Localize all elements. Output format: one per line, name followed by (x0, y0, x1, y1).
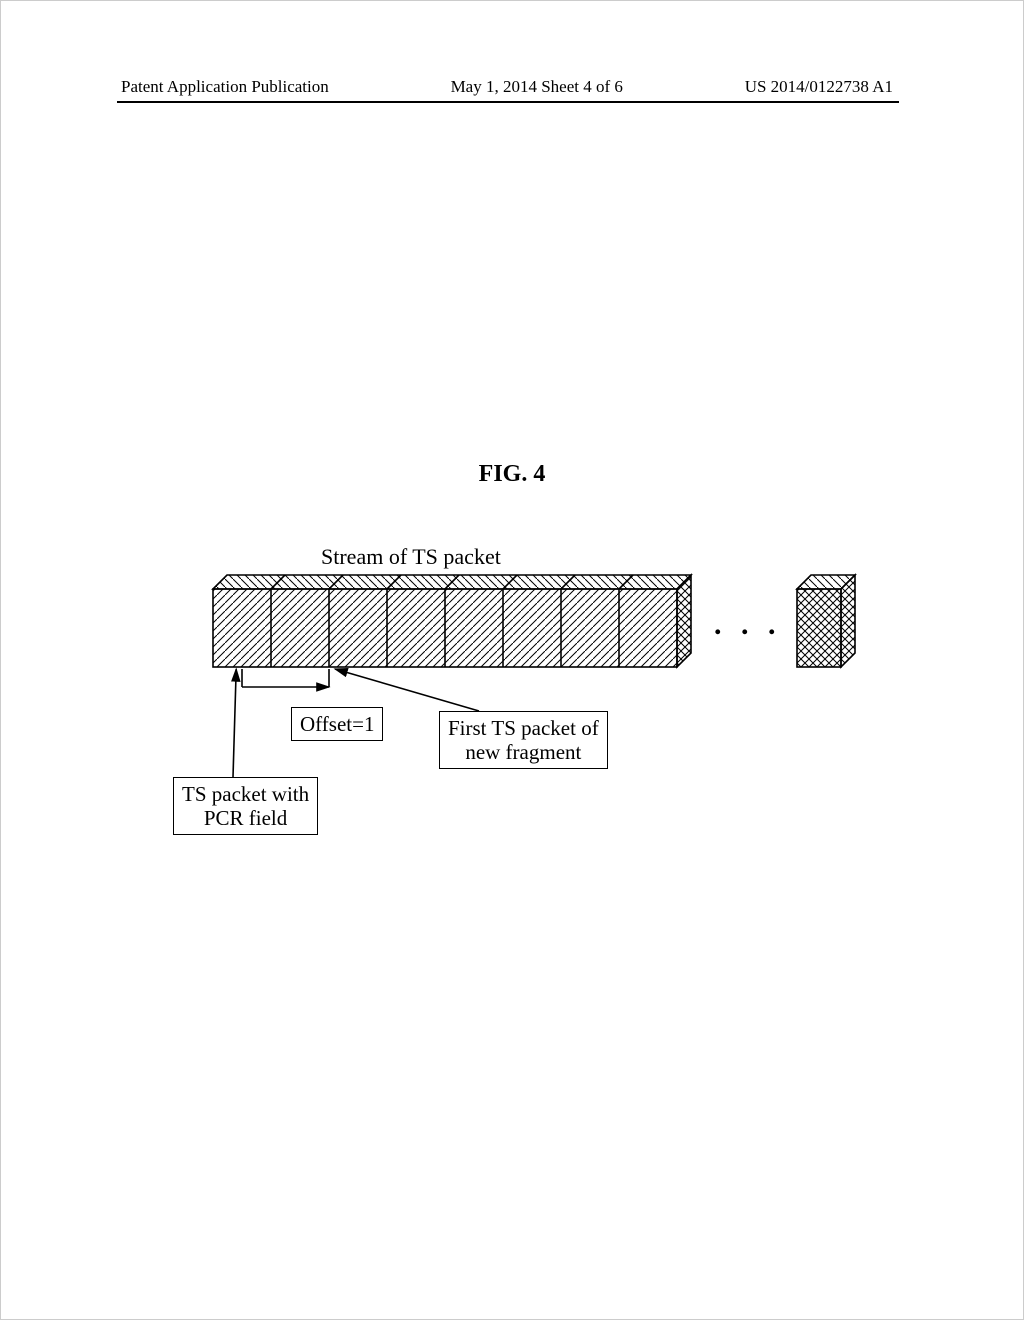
header-rule (117, 101, 899, 103)
page-header: Patent Application Publication May 1, 20… (1, 77, 1023, 97)
figure-title: FIG. 4 (1, 461, 1023, 488)
header-center: May 1, 2014 Sheet 4 of 6 (451, 77, 623, 97)
header-left: Patent Application Publication (121, 77, 329, 97)
offset-label-box: Offset=1 (291, 707, 383, 741)
first-packet-label-box: First TS packet ofnew fragment (439, 711, 608, 769)
pcr-label-box: TS packet withPCR field (173, 777, 318, 835)
first-packet-label-text: First TS packet ofnew fragment (448, 716, 599, 764)
page: Patent Application Publication May 1, 20… (0, 0, 1024, 1320)
ellipsis-dots: . . . (714, 608, 782, 642)
offset-label-text: Offset=1 (300, 712, 374, 736)
stream-label: Stream of TS packet (321, 544, 501, 570)
pcr-label-text: TS packet withPCR field (182, 782, 309, 830)
header-right: US 2014/0122738 A1 (745, 77, 893, 97)
